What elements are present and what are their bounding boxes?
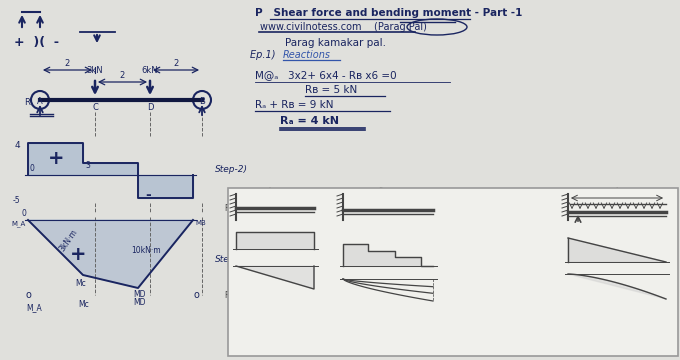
Text: f1.a+: f1.a+ <box>321 210 338 215</box>
Text: BM: BM <box>367 272 379 281</box>
Text: wL: wL <box>554 237 564 243</box>
Text: F: F <box>228 230 233 239</box>
Text: 3kN: 3kN <box>86 66 103 75</box>
Text: o: o <box>193 290 199 300</box>
Text: FL: FL <box>224 203 233 212</box>
Text: f2+f3: f2+f3 <box>436 249 452 255</box>
Text: D: D <box>147 103 153 112</box>
Text: Rₐ = 4 kN: Rₐ = 4 kN <box>280 116 339 126</box>
Polygon shape <box>236 232 314 249</box>
Text: Shear Force: Shear Force <box>256 192 301 201</box>
Text: f2.b+: f2.b+ <box>321 215 338 220</box>
Polygon shape <box>568 238 666 262</box>
Text: 0: 0 <box>560 254 564 260</box>
Text: Shear Force: Shear Force <box>368 192 413 201</box>
Text: 4: 4 <box>14 140 20 149</box>
Text: B: B <box>199 96 205 105</box>
Text: BM: BM <box>592 269 604 278</box>
Text: Shear Force: Shear Force <box>578 192 624 201</box>
Text: f1.a: f1.a <box>329 283 340 288</box>
Text: 0: 0 <box>30 164 35 173</box>
Text: Shear Force: Shear Force <box>598 192 643 201</box>
Text: Step-3): Step-3) <box>215 255 248 264</box>
Text: FL: FL <box>224 291 233 300</box>
Text: x=L: x=L <box>258 187 273 196</box>
Text: 0: 0 <box>228 241 233 247</box>
Text: Reactions: Reactions <box>283 50 331 60</box>
Text: 3kN·m: 3kN·m <box>57 227 79 253</box>
Text: c: c <box>379 186 383 192</box>
Text: www.civilnotess.com    (Parag Pal): www.civilnotess.com (Parag Pal) <box>260 22 427 32</box>
Text: f1+f2+f3: f1+f2+f3 <box>436 243 462 248</box>
Text: L: L <box>615 187 619 196</box>
Text: f3.c: f3.c <box>326 220 338 225</box>
Text: wL²/2: wL²/2 <box>547 302 564 307</box>
Text: Ep.1): Ep.1) <box>250 50 282 60</box>
Text: a: a <box>353 192 357 198</box>
Text: C: C <box>92 103 98 112</box>
Text: w (F/unit length): w (F/unit length) <box>577 196 629 201</box>
Text: Mc: Mc <box>75 279 86 288</box>
Text: M_A: M_A <box>12 220 26 227</box>
Text: 0: 0 <box>560 266 564 272</box>
Text: Step-2): Step-2) <box>215 165 248 174</box>
Text: 0: 0 <box>335 258 340 264</box>
Polygon shape <box>28 220 193 288</box>
Text: MB: MB <box>195 220 206 226</box>
Text: A: A <box>37 96 43 105</box>
Text: f2: f2 <box>392 195 398 201</box>
Polygon shape <box>568 274 666 299</box>
Text: Parag kamakar pal.: Parag kamakar pal. <box>285 38 386 48</box>
Polygon shape <box>343 244 433 266</box>
Text: P   Shear force and bending moment - Part -1: P Shear force and bending moment - Part … <box>255 8 522 18</box>
Text: -5: -5 <box>12 195 20 204</box>
Text: f1: f1 <box>364 195 371 201</box>
Text: 2: 2 <box>65 59 70 68</box>
Text: MD: MD <box>133 290 146 299</box>
Polygon shape <box>28 143 193 198</box>
Text: o: o <box>26 290 32 300</box>
Text: Mc: Mc <box>78 300 89 309</box>
Text: wL²/2: wL²/2 <box>546 209 563 215</box>
Text: BM: BM <box>272 260 284 269</box>
Text: +  )(  -: + )( - <box>14 36 59 49</box>
Text: Rₐ + Rʙ = 9 kN: Rₐ + Rʙ = 9 kN <box>255 100 333 110</box>
Polygon shape <box>236 266 314 289</box>
Text: f2.b: f2.b <box>329 291 340 296</box>
Text: 0: 0 <box>21 209 26 218</box>
Text: +: + <box>48 149 64 167</box>
Text: F: F <box>316 194 320 203</box>
Text: f1+f2+f3: f1+f2+f3 <box>337 228 365 233</box>
Text: 0: 0 <box>228 258 233 264</box>
Text: R: R <box>24 98 30 107</box>
Text: b: b <box>366 189 370 195</box>
Text: M_A: M_A <box>26 303 41 312</box>
Text: f3: f3 <box>418 195 424 201</box>
Text: 10kN·m: 10kN·m <box>131 246 160 255</box>
FancyBboxPatch shape <box>228 188 678 356</box>
Text: Shear Force: Shear Force <box>388 192 433 201</box>
Text: MD: MD <box>133 298 146 307</box>
Text: Rʙ = 5 kN: Rʙ = 5 kN <box>305 85 357 95</box>
Text: M@ₐ   3x2+ 6x4 - Rʙ x6 =0: M@ₐ 3x2+ 6x4 - Rʙ x6 =0 <box>255 70 396 80</box>
Text: +: + <box>70 246 86 265</box>
Text: 3: 3 <box>85 161 90 170</box>
Text: 2: 2 <box>120 71 125 80</box>
Text: -: - <box>145 188 151 202</box>
Text: f3.c: f3.c <box>330 298 340 303</box>
Text: f3: f3 <box>436 256 441 261</box>
Text: wL: wL <box>573 228 583 234</box>
Text: 2: 2 <box>173 59 179 68</box>
Text: 6kN: 6kN <box>141 66 158 75</box>
